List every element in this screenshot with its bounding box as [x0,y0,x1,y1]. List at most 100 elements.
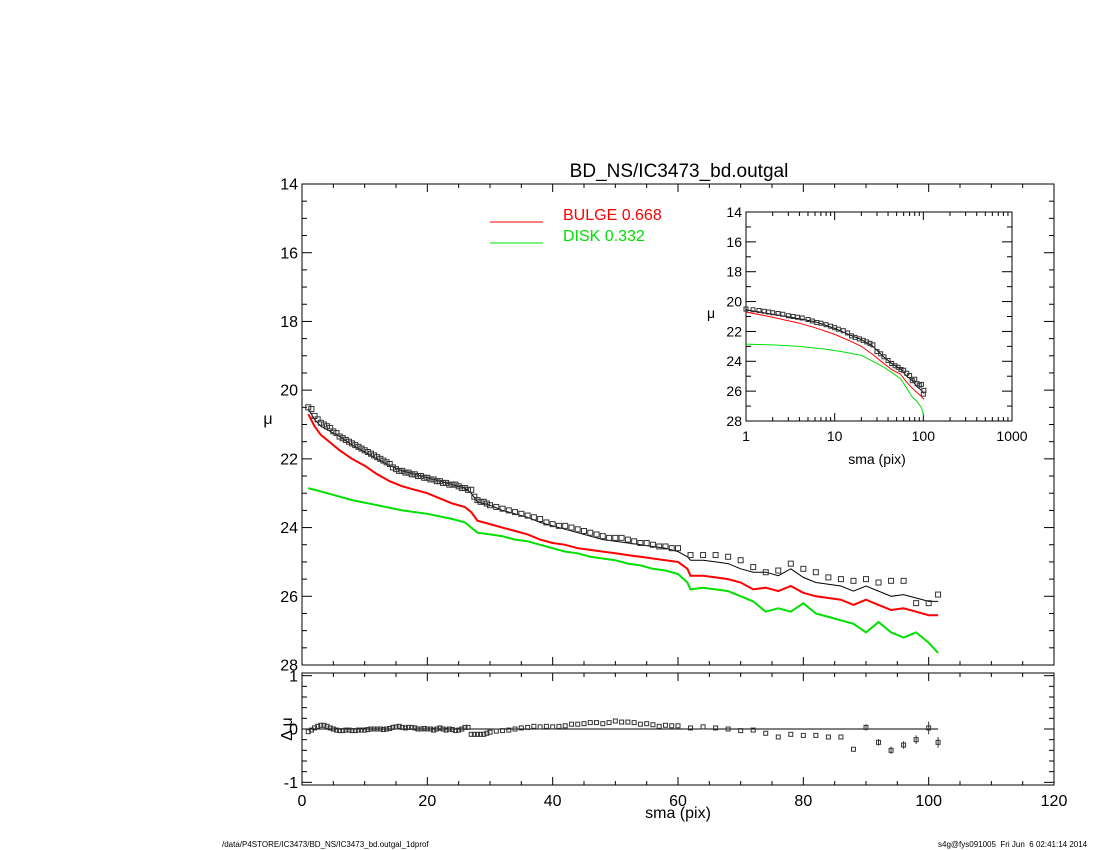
x-axis-label: sma (pix) [645,805,711,822]
data-point [556,723,562,729]
series-line [745,309,925,394]
data-point [418,726,424,732]
data-point [333,430,340,437]
data-point [675,545,681,552]
data-point [913,600,920,607]
data-point [380,457,387,464]
data-point [756,308,762,314]
data-point [364,448,371,455]
data-point [402,469,409,476]
data-point [656,543,663,550]
data-point [518,725,524,731]
data-point [762,569,769,576]
data-point [649,541,656,548]
data-point [656,723,662,729]
data-point [543,723,549,729]
data-point [484,730,490,736]
x-axis-label: sma (pix) [848,451,906,467]
data-point [926,725,932,731]
data-point [713,725,719,731]
data-point [925,600,932,607]
data-point [892,363,898,369]
data-point [493,503,500,510]
series-line [745,343,925,416]
data-point [333,727,339,733]
data-point [315,723,321,729]
data-point [474,497,481,504]
data-point [506,727,512,733]
data-point [568,524,575,531]
y-tick-label: 28 [280,658,298,675]
data-point [631,538,638,545]
data-point [377,455,384,462]
data-point [412,725,418,731]
y-tick-label: 0 [289,722,298,739]
data-point [465,486,472,493]
y-tick-label: 18 [726,264,742,280]
data-point [825,574,832,581]
data-point [587,529,594,536]
data-point [637,540,644,547]
data-point [618,534,625,541]
y-tick-label: 24 [280,520,298,537]
data-point [415,726,421,732]
data-point [368,726,374,732]
data-point [449,481,456,488]
data-point [359,727,365,733]
data-point [505,507,512,514]
data-point [458,485,465,492]
data-point [812,569,819,576]
data-point [530,514,537,521]
y-tick-label: 18 [280,314,298,331]
data-point [775,311,781,317]
data-point [330,428,337,435]
data-point [800,732,806,738]
data-point [421,725,427,731]
data-point [483,500,490,507]
data-point [308,406,315,413]
data-point [346,727,352,733]
data-point [907,372,913,378]
series-line [745,311,925,400]
data-point [455,483,462,490]
data-point [775,567,782,574]
x-tick-label: 0 [298,793,307,810]
x-tick-label: 1000 [996,428,1027,444]
data-point [317,419,324,426]
data-point [355,727,361,733]
data-point [737,557,744,564]
data-point [700,724,706,730]
x-tick-label: 120 [1041,793,1068,810]
data-point [318,722,324,728]
data-point [487,729,493,735]
data-point [433,478,440,485]
y-axis-label: μ [707,305,715,321]
data-point [477,498,484,505]
data-point [888,577,895,584]
x-tick-label: 1 [742,428,750,444]
data-point [390,724,396,730]
data-point [384,726,390,732]
data-point [468,486,475,493]
data-point [327,725,333,731]
data-point [669,723,675,729]
data-point [787,560,794,567]
data-point [305,404,312,411]
x-tick-label: 100 [912,428,936,444]
inset-log-plot: 14 16 18 20 22 24 26 281 10 100 1000 sma (pix) μ [707,204,1028,467]
data-point [581,721,587,727]
data-point [631,720,637,726]
data-point [396,467,403,474]
data-point [668,545,675,552]
data-point [650,722,656,728]
data-point [575,721,581,727]
data-point [524,512,531,519]
data-point [386,461,393,468]
data-point [750,564,757,571]
data-point [562,522,569,529]
data-point [809,318,815,324]
x-tick-label: 20 [418,793,436,810]
data-point [352,442,359,449]
data-point [512,509,519,516]
data-point [399,724,405,730]
